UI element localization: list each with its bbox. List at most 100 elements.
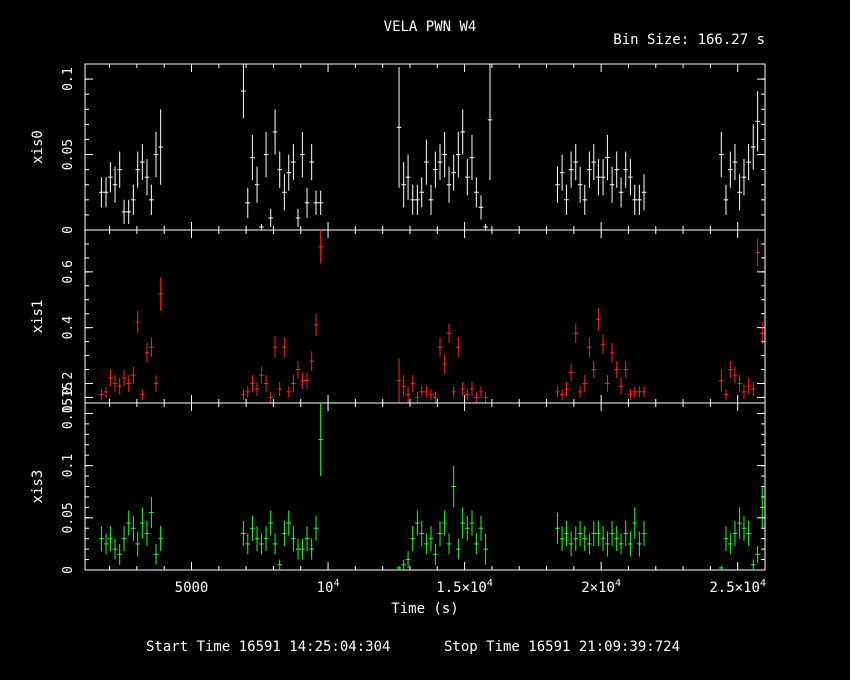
data-point bbox=[446, 533, 452, 555]
data-point bbox=[135, 151, 140, 188]
data-point bbox=[250, 134, 255, 181]
data-point bbox=[433, 391, 438, 403]
data-point bbox=[478, 386, 484, 398]
data-point bbox=[614, 526, 619, 552]
data-point bbox=[396, 67, 402, 188]
y-tick-label: 0.15 bbox=[61, 398, 76, 429]
data-point bbox=[582, 375, 588, 392]
data-point bbox=[564, 382, 569, 397]
data-point bbox=[250, 375, 255, 392]
data-point bbox=[428, 526, 434, 552]
data-point bbox=[254, 166, 260, 203]
data-point bbox=[641, 520, 647, 546]
data-point bbox=[131, 515, 136, 541]
data-point bbox=[286, 510, 291, 536]
data-point bbox=[469, 134, 475, 181]
data-point bbox=[272, 533, 278, 555]
x-tick-label: 2×104 bbox=[581, 578, 621, 596]
data-point bbox=[428, 184, 434, 215]
data-point bbox=[103, 533, 109, 555]
data-point bbox=[437, 337, 443, 357]
data-point bbox=[456, 538, 461, 560]
data-point bbox=[126, 510, 131, 536]
data-point bbox=[591, 361, 597, 378]
data-point bbox=[112, 375, 118, 392]
data-point bbox=[582, 526, 588, 552]
data-point bbox=[282, 337, 287, 357]
data-point bbox=[437, 143, 443, 181]
data-point bbox=[456, 131, 461, 178]
data-point bbox=[632, 184, 638, 215]
data-point bbox=[446, 323, 452, 344]
data-point bbox=[144, 520, 150, 546]
data-point bbox=[117, 543, 122, 565]
data-point bbox=[282, 520, 287, 546]
panel-frame bbox=[84, 63, 766, 231]
data-point bbox=[259, 366, 264, 384]
data-point bbox=[268, 510, 273, 536]
y-tick-label: 0 bbox=[61, 226, 76, 234]
data-point bbox=[131, 184, 136, 215]
data-point bbox=[135, 531, 140, 557]
data-point bbox=[728, 533, 733, 555]
data-point bbox=[144, 343, 150, 363]
data-point bbox=[291, 143, 296, 181]
data-point bbox=[126, 199, 131, 224]
y-tick-label: 0 bbox=[61, 566, 76, 574]
data-point bbox=[304, 372, 310, 390]
data-point bbox=[469, 510, 475, 536]
data-point bbox=[474, 177, 479, 208]
data-point bbox=[259, 533, 264, 555]
data-point bbox=[568, 151, 574, 188]
data-point bbox=[741, 515, 747, 541]
data-point bbox=[112, 166, 118, 203]
data-point bbox=[577, 166, 583, 203]
data-point bbox=[456, 337, 461, 357]
data-point bbox=[442, 354, 447, 374]
data-point bbox=[121, 369, 127, 387]
x-tick-label: 2.5×104 bbox=[709, 578, 766, 596]
data-point bbox=[259, 223, 264, 230]
data-point bbox=[737, 507, 742, 539]
data-point bbox=[451, 386, 456, 398]
data-point bbox=[600, 334, 606, 355]
data-point bbox=[723, 389, 729, 401]
data-point bbox=[623, 361, 628, 378]
data-point bbox=[282, 174, 287, 211]
data-point bbox=[401, 559, 406, 570]
data-point bbox=[605, 134, 610, 181]
data-point bbox=[99, 389, 104, 401]
data-point bbox=[641, 174, 647, 211]
y-axis-label-xis3: xis3 bbox=[30, 470, 46, 504]
data-point bbox=[559, 389, 565, 401]
data-point bbox=[587, 151, 592, 188]
data-point bbox=[478, 515, 484, 541]
data-point bbox=[614, 361, 619, 378]
data-point bbox=[419, 177, 424, 208]
x-tick-label: 1.5×104 bbox=[436, 578, 493, 596]
y-axis-label-xis1: xis1 bbox=[30, 300, 46, 334]
data-point bbox=[149, 496, 154, 529]
data-point bbox=[245, 533, 251, 555]
data-point bbox=[108, 369, 113, 387]
data-point bbox=[555, 512, 560, 544]
data-point bbox=[609, 166, 615, 203]
data-point bbox=[573, 323, 579, 344]
data-point bbox=[623, 151, 628, 188]
data-point bbox=[614, 151, 619, 188]
data-point bbox=[465, 515, 470, 541]
data-point bbox=[272, 109, 278, 155]
data-point bbox=[277, 559, 282, 570]
data-point bbox=[263, 526, 269, 552]
data-point bbox=[433, 543, 438, 565]
data-point bbox=[415, 510, 420, 536]
data-point bbox=[577, 520, 583, 546]
data-point bbox=[600, 526, 606, 552]
x-axis-label: Time (s) bbox=[391, 601, 458, 617]
data-point bbox=[99, 177, 104, 208]
data-point bbox=[286, 154, 291, 191]
data-point bbox=[313, 313, 319, 337]
data-point bbox=[723, 526, 729, 552]
data-point bbox=[415, 391, 420, 403]
